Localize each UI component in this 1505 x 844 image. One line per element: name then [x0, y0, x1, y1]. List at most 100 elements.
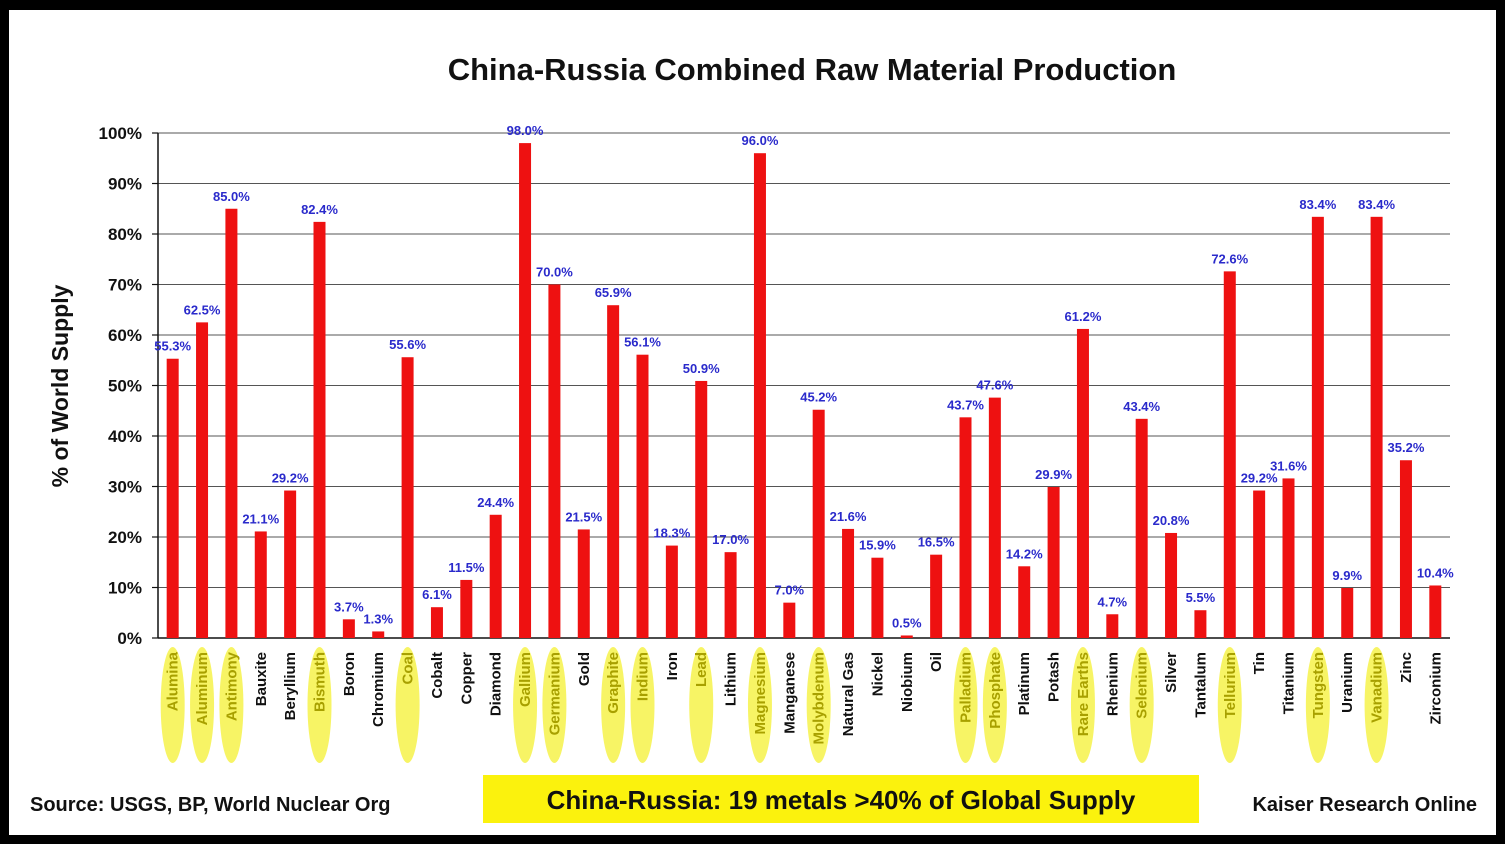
highlight-marker	[953, 647, 978, 763]
data-label: 56.1%	[624, 335, 661, 350]
bar	[1194, 610, 1207, 638]
y-tick-label: 90%	[108, 175, 142, 194]
data-label: 43.4%	[1123, 399, 1160, 414]
highlight-marker	[395, 647, 420, 763]
data-label: 45.2%	[800, 390, 837, 405]
callout-box	[483, 775, 1199, 823]
y-tick-label: 50%	[108, 377, 142, 396]
y-tick-label: 70%	[108, 276, 142, 295]
bar	[489, 514, 502, 638]
bar	[812, 409, 825, 638]
x-tick-label: Manganese	[781, 652, 798, 734]
highlight-marker	[1364, 647, 1389, 763]
x-tick-label: Lead	[693, 652, 710, 687]
data-label: 11.5%	[448, 560, 485, 575]
x-tick-label: Palladium	[958, 652, 975, 723]
data-label: 83.4%	[1358, 197, 1395, 212]
highlight-marker	[1217, 647, 1242, 763]
highlight-marker	[542, 647, 567, 763]
highlight-marker	[982, 647, 1007, 763]
data-label: 29.2%	[1241, 471, 1278, 486]
bar	[636, 354, 649, 638]
x-tick-label: Niobium	[899, 652, 916, 712]
x-tick-label: Rare Earths	[1075, 652, 1092, 736]
bar	[1282, 478, 1295, 638]
highlight-marker	[601, 647, 626, 763]
bar	[1018, 566, 1031, 638]
bar	[695, 380, 708, 638]
bar	[783, 602, 796, 638]
bar	[401, 357, 414, 638]
bar	[254, 531, 267, 638]
data-label: 5.5%	[1186, 590, 1216, 605]
x-tick-label: Antimony	[223, 651, 240, 721]
data-label: 29.2%	[272, 471, 309, 486]
bar	[166, 358, 179, 638]
x-tick-label: Oil	[928, 652, 945, 672]
bar	[1106, 614, 1119, 638]
data-label: 0.5%	[892, 615, 922, 630]
y-tick-label: 10%	[108, 579, 142, 598]
data-label: 7.0%	[774, 583, 804, 598]
bar	[1223, 271, 1236, 638]
x-tick-label: Copper	[458, 652, 475, 705]
data-label: 47.6%	[976, 378, 1013, 393]
highlight-marker	[689, 647, 714, 763]
data-label: 62.5%	[184, 302, 221, 317]
y-tick-label: 0%	[117, 629, 142, 648]
x-tick-label: Vanadium	[1369, 652, 1386, 723]
x-tick-label: Zinc	[1398, 652, 1415, 683]
x-tick-label: Platinum	[1016, 652, 1033, 715]
data-label: 16.5%	[918, 535, 955, 550]
highlight-marker	[219, 647, 244, 763]
bar	[1370, 216, 1383, 638]
data-label: 21.1%	[242, 511, 279, 526]
highlight-marker	[1070, 647, 1095, 763]
bar	[959, 417, 972, 638]
x-tick-label: Alumina	[165, 651, 182, 711]
bar	[1311, 216, 1324, 638]
bar	[607, 305, 620, 638]
y-axis-label: % of World Supply	[47, 284, 73, 487]
bar	[1135, 418, 1148, 638]
y-tick-label: 100%	[99, 124, 142, 143]
x-tick-label: Boron	[341, 652, 358, 696]
x-tick-labels: Alumina Aluminum Antimony Bauxite Beryllium B…	[165, 651, 1445, 744]
x-tick-label: Rhenium	[1104, 652, 1121, 716]
source-note: Source: USGS, BP, World Nuclear Org	[30, 794, 390, 816]
bars	[166, 143, 1442, 638]
x-tick-label: Diamond	[488, 652, 505, 716]
data-label: 9.9%	[1332, 568, 1362, 583]
x-tick-label: Germanium	[546, 652, 563, 735]
bar	[930, 554, 943, 638]
x-tick-label: Natural Gas	[840, 652, 857, 736]
data-label: 96.0%	[742, 133, 779, 148]
x-tick-label: Indium	[635, 652, 652, 701]
y-tick-label: 60%	[108, 326, 142, 345]
bar	[753, 153, 766, 638]
bar	[871, 557, 884, 638]
data-label: 85.0%	[213, 189, 250, 204]
bar	[577, 529, 590, 638]
bar	[225, 208, 238, 638]
y-tick-label: 80%	[108, 225, 142, 244]
data-label: 3.7%	[334, 599, 364, 614]
bar	[1076, 328, 1089, 638]
data-label: 61.2%	[1065, 309, 1102, 324]
data-label: 31.6%	[1270, 458, 1307, 473]
highlight-marker	[1129, 647, 1154, 763]
data-label: 21.5%	[565, 509, 602, 524]
bar	[342, 619, 355, 638]
bar	[724, 552, 737, 638]
y-tick-labels: 0% 10% 20% 30% 40% 50% 60% 70% 80% 90% 100%	[99, 124, 142, 648]
highlight-marker	[160, 647, 185, 763]
x-tick-label: Selenium	[1134, 652, 1151, 719]
bar	[1341, 588, 1354, 638]
chart-title: China-Russia Combined Raw Material Produ…	[448, 52, 1177, 87]
bar	[548, 284, 561, 638]
data-label: 70.0%	[536, 265, 573, 280]
x-tick-label: Titanium	[1281, 652, 1298, 714]
x-tick-label: Coal	[400, 652, 417, 685]
y-tick-label: 30%	[108, 478, 142, 497]
